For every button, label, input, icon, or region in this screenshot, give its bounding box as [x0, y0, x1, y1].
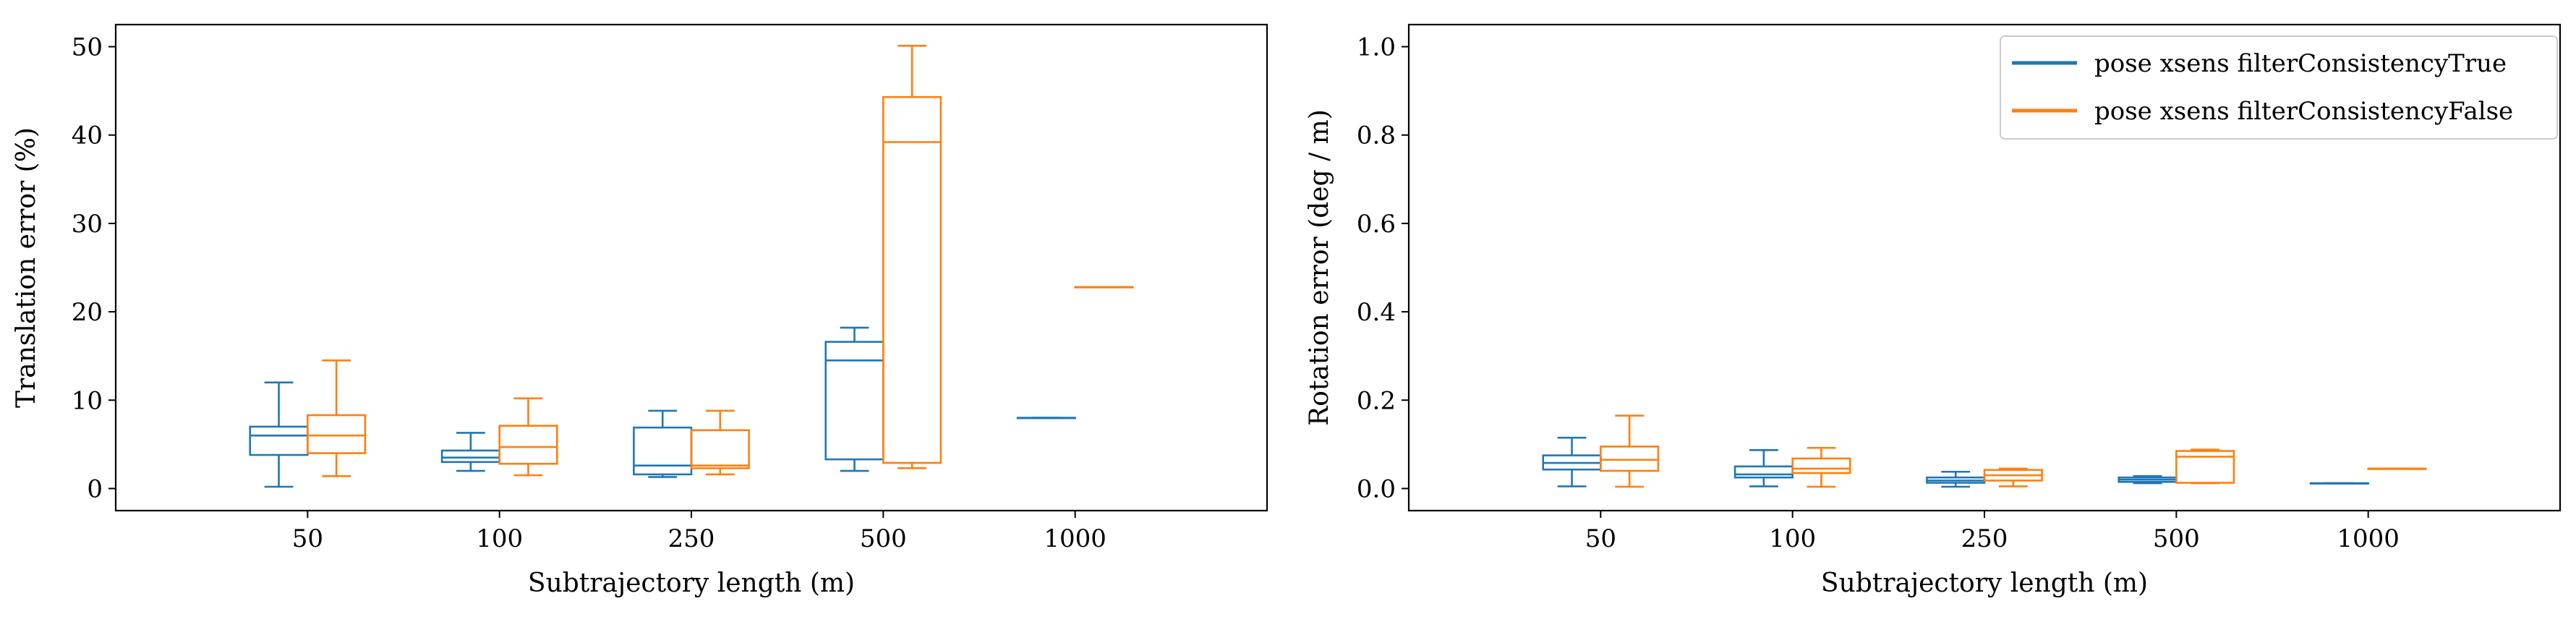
x-tick-label: 250: [1961, 524, 2008, 553]
box-iqr: [307, 414, 367, 454]
box-iqr: [633, 426, 693, 476]
box-series-1-cat-50: [1600, 414, 1660, 488]
y-tick-label: 0: [87, 474, 103, 503]
translation-error-chart: 0 10 20 30 40 50 50 100 250 500 1000 Subtrajectory …: [12, 23, 1268, 598]
y-axis-label: Rotation error (deg / m): [1305, 109, 1334, 426]
legend-label-series-0: pose xsens filterConsistencyTrue: [2094, 49, 2507, 78]
box-iqr: [882, 95, 942, 464]
y-tick-label: 0.8: [1357, 122, 1396, 150]
y-tick-label: 30: [72, 210, 103, 239]
box-series-0-cat-50: [1542, 436, 1602, 487]
legend-frame: [2000, 35, 2558, 140]
box-series-0-cat-500: [2117, 475, 2178, 485]
x-tick-label: 100: [1769, 524, 1816, 553]
rotation-error-chart: 0.0 0.2 0.4 0.6 0.8 1.0 50 100 250 500 1000 Subtraj…: [1305, 23, 2562, 598]
x-tick-label: 250: [668, 524, 715, 553]
y-tick-label: 0.6: [1357, 210, 1396, 239]
x-tick-label: 50: [1585, 524, 1616, 553]
box-series-0-cat-100: [440, 432, 500, 472]
box-series-0-cat-100: [1733, 449, 1794, 487]
box-iqr: [498, 425, 558, 465]
y-tick-label: 10: [72, 386, 103, 415]
box-series-0-cat-1000: [1016, 417, 1076, 419]
y-tick-label: 1.0: [1357, 33, 1396, 62]
box-iqr: [1791, 457, 1851, 474]
x-tick-label: 1000: [2337, 524, 2400, 553]
box-series-1-cat-100: [1791, 446, 1851, 488]
y-tick-label: 50: [72, 33, 103, 62]
x-axis-label: Subtrajectory length (m): [528, 568, 855, 598]
y-axis-label: Translation error (%): [12, 127, 41, 408]
y-tick-label: 0.2: [1357, 386, 1396, 415]
box-series-1-cat-50: [307, 359, 367, 477]
box-series-1-cat-500: [882, 45, 942, 469]
box-iqr: [249, 425, 309, 456]
box-series-1-cat-100: [498, 397, 558, 477]
box-series-0-cat-250: [633, 409, 693, 478]
y-tick-label: 0.4: [1357, 298, 1396, 327]
legend: pose xsens filterConsistencyTrue pose xs…: [2000, 35, 2558, 140]
box-series-0-cat-1000: [2309, 482, 2369, 485]
x-tick-label: 500: [2153, 524, 2200, 553]
x-tick-label: 500: [860, 524, 907, 553]
box-series-0-cat-500: [824, 326, 884, 472]
box-iqr: [2175, 450, 2235, 484]
box-series-1-cat-1000: [1074, 286, 1134, 289]
box-series-1-cat-500: [2175, 448, 2235, 485]
legend-label-series-1: pose xsens filterConsistencyFalse: [2094, 97, 2513, 126]
box-series-1-cat-250: [1983, 467, 2043, 487]
box-iqr: [440, 449, 500, 464]
y-tick-label: 0.0: [1357, 474, 1396, 503]
x-tick-label: 100: [476, 524, 523, 553]
x-tick-label: 1000: [1044, 524, 1106, 553]
box-iqr: [1600, 446, 1660, 472]
box-series-0-cat-250: [1926, 470, 1986, 488]
y-tick-label: 20: [72, 298, 103, 327]
box-iqr: [1733, 465, 1794, 479]
box-series-0-cat-50: [249, 381, 309, 488]
x-tick-label: 50: [292, 524, 323, 553]
box-iqr: [690, 429, 750, 469]
x-axis-label: Subtrajectory length (m): [1821, 568, 2148, 598]
box-series-1-cat-250: [690, 409, 750, 476]
y-tick-label: 40: [72, 122, 103, 150]
